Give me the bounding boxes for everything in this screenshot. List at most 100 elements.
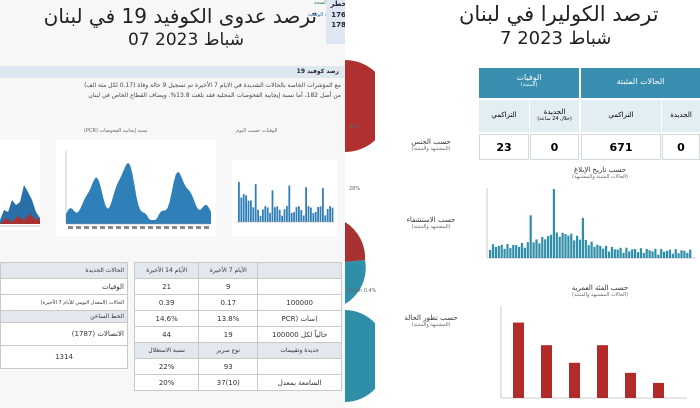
cholera-report-title: ترصد الكوليرا في لبنان xyxy=(459,2,659,26)
epi-bar xyxy=(544,239,547,258)
pie-label-outcome: حسب تطور الحالة (المشتبهة والمثبتة) xyxy=(399,314,463,328)
epi-bar xyxy=(631,249,634,258)
tick-mark xyxy=(100,226,105,229)
deaths-bar xyxy=(242,194,245,222)
epi-bar xyxy=(616,249,619,258)
deaths-daily-chart xyxy=(232,160,337,236)
age-chart-title-block: حسب الفئة العمرية (الحالات المشتبهة والم… xyxy=(545,284,655,298)
pie-label: حسب الاستشفاء xyxy=(406,216,456,224)
covid-report-date: 07 شباط 2023 xyxy=(128,30,244,50)
deaths-bar xyxy=(288,185,291,222)
pie-label: حسب تطور الحالة xyxy=(404,314,458,322)
epi-bar xyxy=(642,252,645,258)
deaths-bar xyxy=(298,206,300,222)
column-header xyxy=(257,262,342,279)
epi-bar xyxy=(526,242,529,258)
epi-bar xyxy=(689,249,692,258)
table-cell: 21 xyxy=(133,278,200,295)
epi-bar xyxy=(547,236,550,258)
cholera-report-page: ترصد الكوليرا في لبنان 7 شباط 2023 48% 2… xyxy=(345,0,700,408)
epi-bar xyxy=(512,244,515,258)
epi-bar xyxy=(654,248,657,258)
table-cell: 100000 xyxy=(257,294,342,311)
table-cell: PCR) سات) xyxy=(257,310,342,327)
cholera-report-date: 7 شباط 2023 xyxy=(500,28,612,49)
deaths-bar xyxy=(322,188,324,222)
epi-bar xyxy=(535,239,538,258)
section-header: رصد كوفيد 19 xyxy=(296,68,339,75)
age-chart-title: حسب الفئة العمرية xyxy=(571,284,629,292)
table-cell: 0.17 xyxy=(198,294,259,311)
deaths-bar xyxy=(238,182,240,222)
deaths-bar xyxy=(257,209,259,222)
hospitalization-pie-red xyxy=(345,222,366,262)
deaths-bar xyxy=(300,209,303,222)
deaths-bar xyxy=(317,207,319,222)
epi-bar xyxy=(561,232,564,258)
epi-bar xyxy=(564,234,567,258)
pie-sublabel: (المشتبهة والمثبتة) xyxy=(411,322,451,328)
tick-mark xyxy=(172,226,177,229)
confirmed-cumulative-value: 671 xyxy=(581,134,661,160)
table-cell: 14.6% xyxy=(133,310,200,327)
column-header: الأيام 7 الأخيرة xyxy=(198,262,259,279)
covid-report-title: ترصد عدوى الكوفيد 19 في لبنان xyxy=(43,4,317,28)
hospitalization-pie-teal xyxy=(345,260,366,304)
deaths-bar xyxy=(305,187,307,222)
deaths-bar xyxy=(254,184,257,222)
deaths-bar xyxy=(269,212,271,222)
deaths-bar xyxy=(281,215,283,222)
epi-bar xyxy=(555,232,558,258)
epi-bar xyxy=(680,250,683,258)
deaths-bar xyxy=(310,207,312,222)
epi-bar xyxy=(552,189,555,258)
tick-mark xyxy=(108,226,113,229)
deaths-bar xyxy=(307,206,310,222)
epi-bar xyxy=(538,243,541,258)
epi-curve-chart xyxy=(486,188,696,259)
epi-bar xyxy=(593,246,596,258)
deaths-bar xyxy=(259,215,262,222)
gender-pie xyxy=(345,60,375,152)
covid-report-page: ترصد عدوى الكوفيد 19 في لبنان 07 شباط 20… xyxy=(0,0,345,408)
epi-bar xyxy=(671,253,674,258)
tick-mark xyxy=(92,226,97,229)
risk-label: الخطر xyxy=(330,0,345,8)
epi-bar xyxy=(639,248,642,258)
deaths-bar xyxy=(295,207,298,222)
epi-bar xyxy=(636,252,640,258)
epi-bar xyxy=(625,247,628,258)
pie-label-hospitalization: حسب الاستشفاء (المشتبهة والمثبتة) xyxy=(399,216,463,230)
epi-bar xyxy=(648,250,651,258)
deaths-bar xyxy=(274,207,276,222)
epi-bar xyxy=(657,254,660,258)
deaths-bar xyxy=(319,206,322,222)
epi-bar xyxy=(567,235,570,258)
epi-bar xyxy=(683,250,686,258)
risk-value: 1787 xyxy=(331,21,345,29)
epi-bar xyxy=(570,233,573,258)
chart-title: الوفيات حسب اليوم xyxy=(236,128,278,134)
epi-bar xyxy=(584,239,587,258)
epi-bar xyxy=(497,246,500,258)
tick-mark xyxy=(180,226,185,229)
tick-mark xyxy=(140,226,145,229)
epi-bar xyxy=(518,246,521,258)
epi-bar xyxy=(558,236,561,258)
group-header-sub: (المثبتة) xyxy=(520,82,538,88)
epi-bar xyxy=(634,249,637,258)
epi-bar xyxy=(491,244,495,258)
group-header-label: الوفيات xyxy=(516,73,542,82)
tick-mark xyxy=(164,226,169,229)
cases-mini-chart xyxy=(0,140,40,230)
deaths-bar xyxy=(293,212,295,222)
epi-chart-title: حسب تاريخ الإبلاغ xyxy=(573,166,627,174)
epi-bar xyxy=(489,249,492,258)
deaths-bar xyxy=(271,190,274,222)
epi-bar xyxy=(494,246,497,258)
outcome-pie xyxy=(345,310,375,402)
deaths-bar xyxy=(290,212,293,222)
epi-bar xyxy=(605,245,608,258)
epi-bar xyxy=(587,245,590,258)
table-cell: السامعة بمعدل xyxy=(257,374,342,391)
